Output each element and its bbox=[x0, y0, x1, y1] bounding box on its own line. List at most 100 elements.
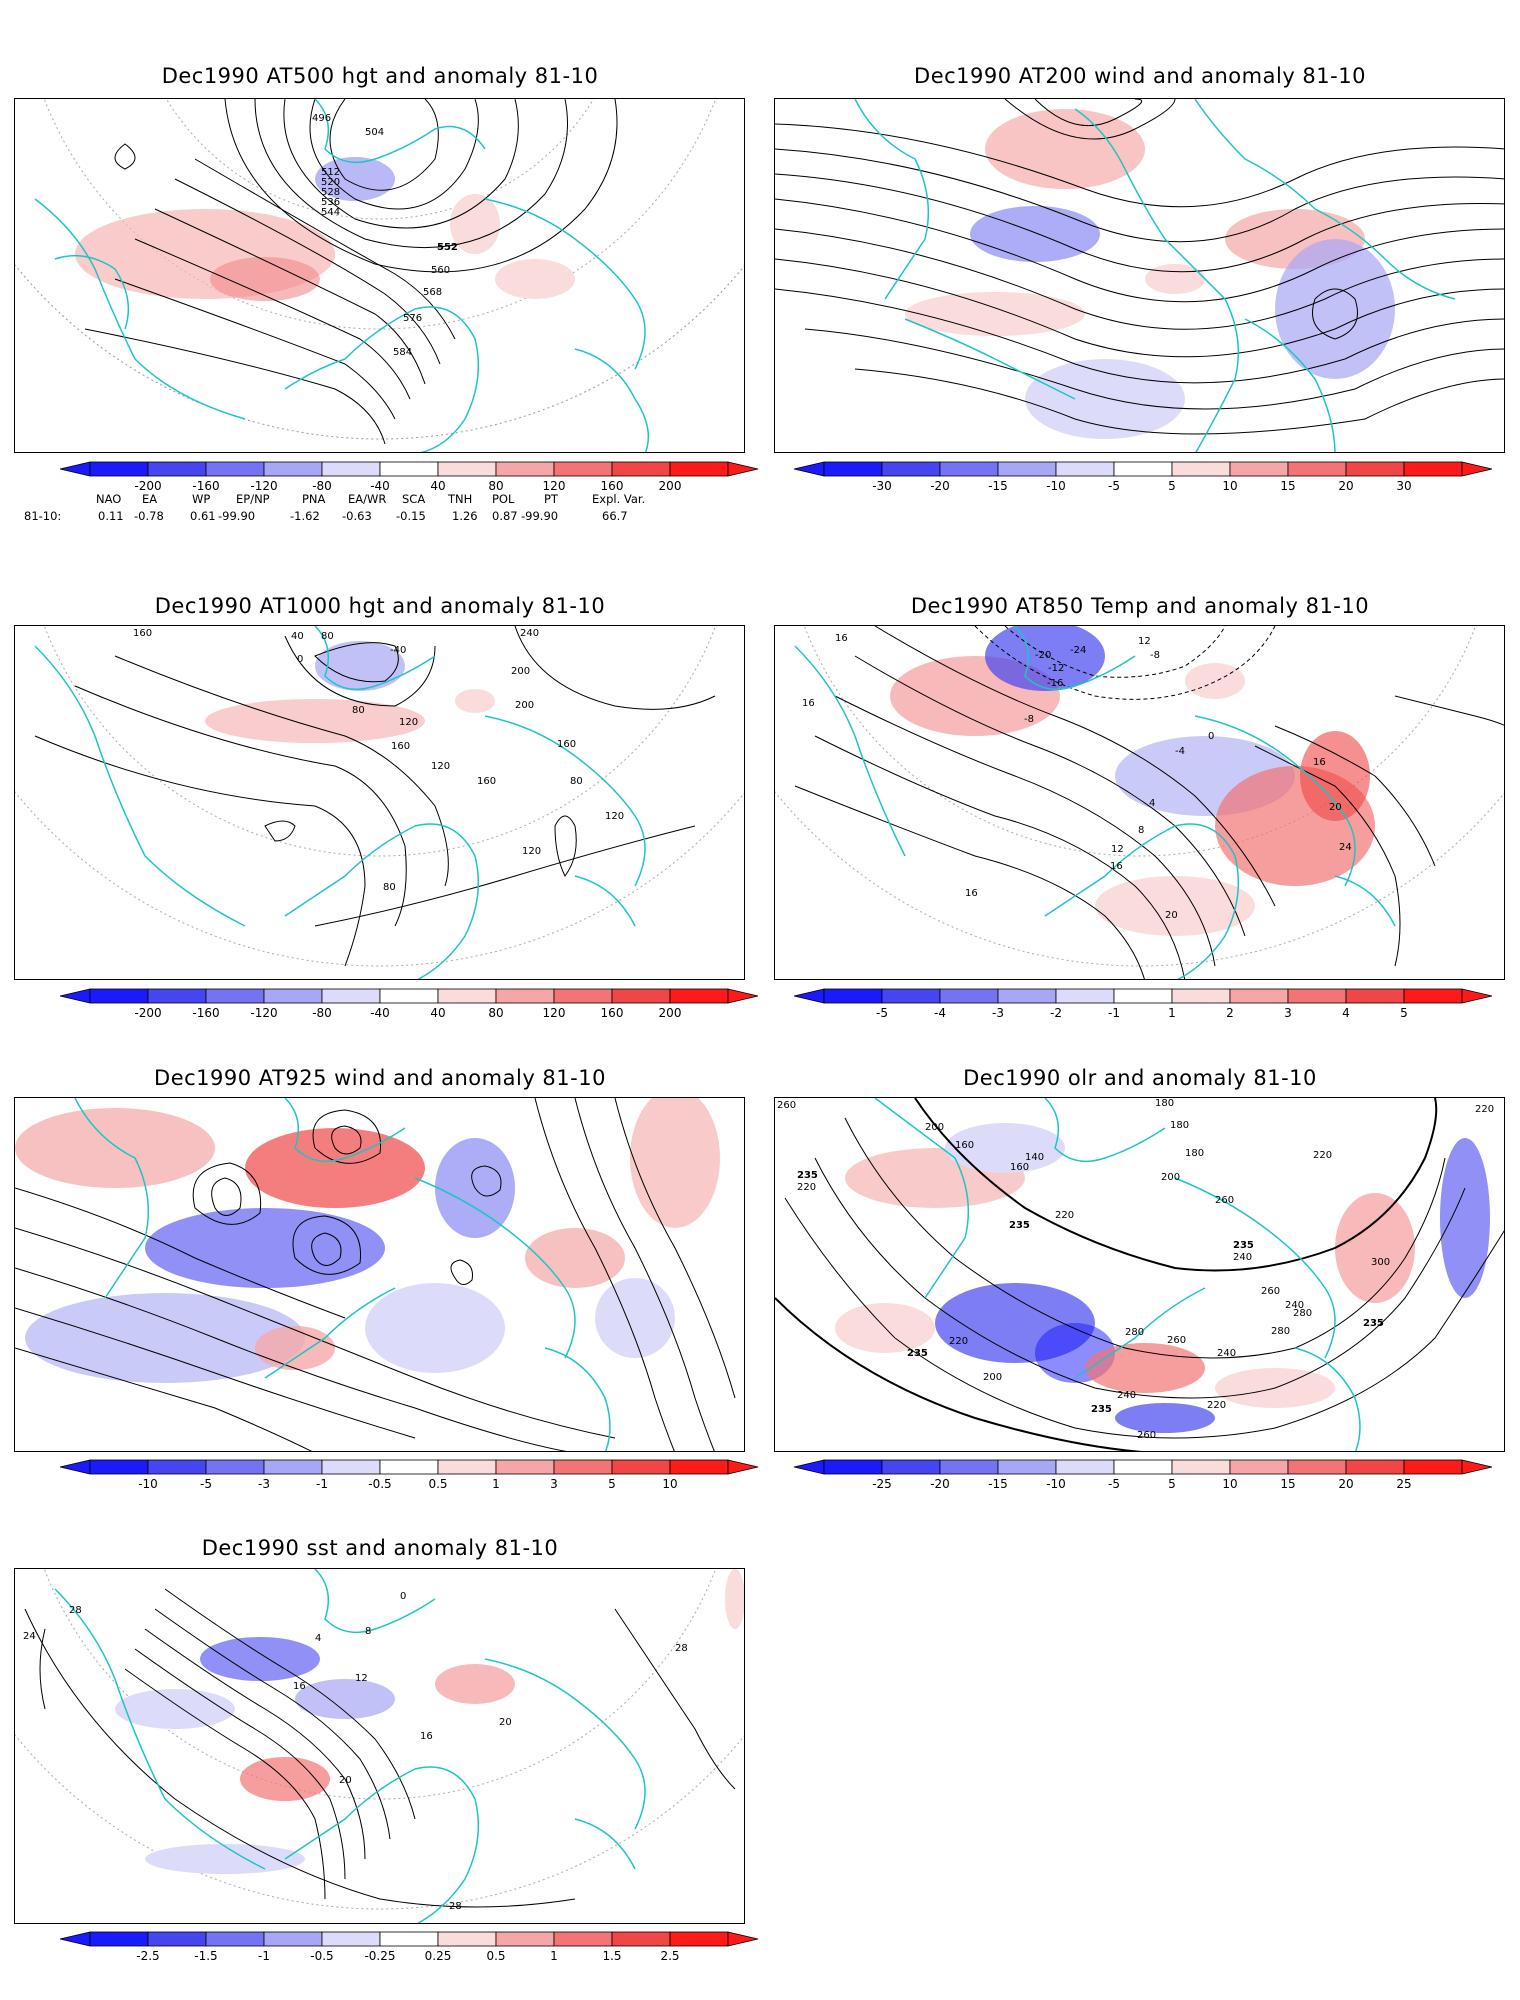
contour-label: 160 bbox=[955, 1140, 974, 1151]
colorbar-arrow-right bbox=[1461, 988, 1493, 1004]
contour-label: 24 bbox=[1339, 842, 1352, 853]
tc-header-nao: NAO bbox=[96, 492, 122, 506]
colorbar-swatch bbox=[1229, 1459, 1289, 1475]
colorbar-swatch bbox=[611, 461, 671, 477]
colorbar-tick-label: -20 bbox=[930, 479, 950, 493]
contour-label: -24 bbox=[1070, 645, 1086, 656]
colorbar-tick-label: -0.25 bbox=[364, 1949, 395, 1963]
colorbar-swatch bbox=[1345, 1459, 1405, 1475]
colorbar-swatch bbox=[205, 1931, 265, 1947]
colorbar-swatch bbox=[669, 461, 729, 477]
colorbar-tick-label: 160 bbox=[601, 479, 624, 493]
colorbar-swatch bbox=[823, 461, 883, 477]
tc-header-eawr: EA/WR bbox=[348, 492, 387, 506]
contour-label: 220 bbox=[1055, 1210, 1074, 1221]
map-frame: 16 16 -20 -24 -16 -12 -8 -8 12 -4 0 16 4… bbox=[774, 625, 1505, 980]
colorbar-swatch bbox=[1113, 1459, 1173, 1475]
colorbar-tick-label: 1 bbox=[1168, 1006, 1176, 1020]
colorbar-tick-label: 5 bbox=[1400, 1006, 1408, 1020]
colorbar-swatch bbox=[997, 988, 1057, 1004]
colorbar-swatch bbox=[997, 1459, 1057, 1475]
contour-label: 12 bbox=[1111, 844, 1124, 855]
colorbar: -200 -160 -120 -80 -40 40 80 120 160 200 bbox=[59, 460, 759, 493]
colorbar-tick-label: 10 bbox=[1222, 1477, 1237, 1491]
contour-label: 24 bbox=[23, 1631, 36, 1642]
colorbar: -2.5 -1.5 -1 -0.5 -0.25 0.25 0.5 1 1.5 2.5 bbox=[59, 1930, 759, 1963]
colorbar-tick-label: 200 bbox=[659, 479, 682, 493]
colorbar-swatch bbox=[205, 988, 265, 1004]
contour-label: 560 bbox=[431, 265, 450, 276]
colorbar-swatch bbox=[437, 1931, 497, 1947]
contour-label: 80 bbox=[352, 705, 365, 716]
contour-label: 235 bbox=[1009, 1220, 1030, 1231]
colorbar-swatch bbox=[379, 1459, 439, 1475]
colorbar-tick-label: -5 bbox=[876, 1006, 888, 1020]
contour-label: -8 bbox=[1024, 714, 1034, 725]
colorbar-svg: -10 -5 -3 -1 -0.5 0.5 1 3 5 10 bbox=[59, 1459, 759, 1491]
colorbar-swatch bbox=[669, 1459, 729, 1475]
colorbar-swatch bbox=[263, 461, 323, 477]
colorbar-swatch bbox=[321, 461, 381, 477]
contour-label: 4 bbox=[1149, 798, 1155, 809]
colorbar-swatch bbox=[1171, 1459, 1231, 1475]
contour-label: 568 bbox=[423, 287, 442, 298]
colorbar-swatch bbox=[263, 1931, 323, 1947]
colorbar-tick-label: -1.5 bbox=[194, 1949, 217, 1963]
contour-label: 220 bbox=[797, 1182, 816, 1193]
colorbar-swatch bbox=[147, 1931, 207, 1947]
contour-label: 240 bbox=[520, 628, 539, 639]
contour-label: 80 bbox=[570, 776, 583, 787]
colorbar-swatch bbox=[1403, 988, 1463, 1004]
contour-label: 20 bbox=[1165, 910, 1178, 921]
tc-header-sca: SCA bbox=[402, 492, 426, 506]
colorbar-swatch bbox=[321, 988, 381, 1004]
colorbar-tick-label: -2 bbox=[1050, 1006, 1062, 1020]
colorbar-tick-label: -15 bbox=[988, 479, 1008, 493]
colorbar-tick-label: 15 bbox=[1280, 479, 1295, 493]
map-plot bbox=[15, 1098, 736, 1451]
contour-label: 180 bbox=[1155, 1098, 1174, 1109]
colorbar-swatch bbox=[437, 1459, 497, 1475]
colorbar-swatch bbox=[321, 1931, 381, 1947]
contour-label: -8 bbox=[1150, 650, 1160, 661]
contour-label: 260 bbox=[1261, 1286, 1280, 1297]
panel-at500-hgt: Dec1990 AT500 hgt and anomaly 81-10 bbox=[0, 0, 760, 560]
colorbar-swatch bbox=[1345, 461, 1405, 477]
colorbar-swatch bbox=[553, 1459, 613, 1475]
contour-label: 280 bbox=[1125, 1327, 1144, 1338]
colorbar-swatch bbox=[823, 988, 883, 1004]
map-plot bbox=[775, 99, 1504, 452]
tc-value-pol: 0.87 bbox=[492, 509, 518, 523]
contour-label: 280 bbox=[1293, 1308, 1312, 1319]
colorbar-tick-label: 120 bbox=[543, 1006, 566, 1020]
colorbar-arrow-left bbox=[59, 1931, 91, 1947]
colorbar-tick-label: -20 bbox=[930, 1477, 950, 1491]
contour-label: -4 bbox=[1175, 746, 1185, 757]
contour-label: 160 bbox=[557, 739, 576, 750]
colorbar-tick-label: -5 bbox=[200, 1477, 212, 1491]
contour-label: 240 bbox=[1233, 1252, 1252, 1263]
colorbar-tick-label: 0.25 bbox=[425, 1949, 452, 1963]
colorbar-arrow-right bbox=[727, 461, 759, 477]
contour-label: 200 bbox=[983, 1372, 1002, 1383]
colorbar-swatch bbox=[553, 988, 613, 1004]
tc-header-pol: POL bbox=[492, 492, 515, 506]
colorbar-swatch bbox=[997, 461, 1057, 477]
colorbar-arrow-left bbox=[793, 1459, 825, 1475]
colorbar-tick-label: -3 bbox=[258, 1477, 270, 1491]
contour-label: 160 bbox=[391, 741, 410, 752]
map-frame bbox=[774, 98, 1505, 453]
map-plot: 260 200 160 180 180 140 160 180 200 220 … bbox=[775, 1098, 1504, 1451]
colorbar-tick-label: -4 bbox=[934, 1006, 946, 1020]
colorbar-swatch bbox=[1287, 1459, 1347, 1475]
tc-value-nao: 0.11 bbox=[98, 509, 124, 523]
colorbar-swatch bbox=[321, 1459, 381, 1475]
colorbar-swatch bbox=[379, 461, 439, 477]
map-frame: 28 24 0 4 8 16 12 16 20 20 28 28 bbox=[14, 1568, 745, 1924]
tc-value-explvar: 66.7 bbox=[602, 509, 628, 523]
panel-title: Dec1990 AT850 Temp and anomaly 81-10 bbox=[910, 594, 1370, 618]
colorbar-tick-label: -10 bbox=[1046, 1477, 1066, 1491]
panel-title: Dec1990 AT200 wind and anomaly 81-10 bbox=[914, 64, 1366, 88]
colorbar-tick-label: -10 bbox=[1046, 479, 1066, 493]
contour-label: 8 bbox=[1138, 825, 1144, 836]
